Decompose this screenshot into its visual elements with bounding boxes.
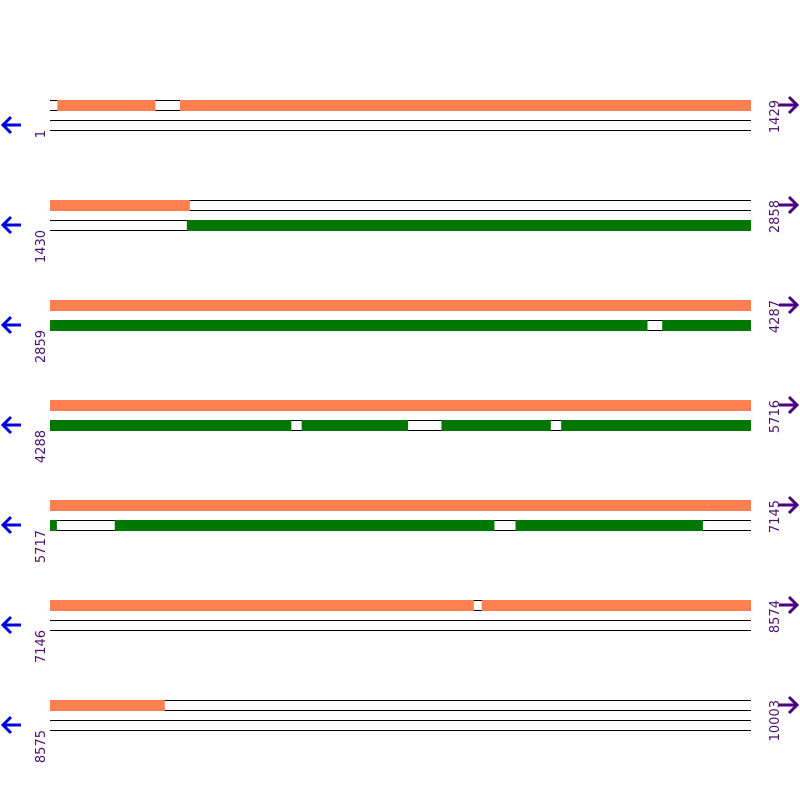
end-position-label: 2858 [768, 200, 783, 233]
arrow-left-icon[interactable] [0, 315, 21, 335]
sequence-row: 8575 10003 [0, 695, 800, 763]
sequence-row: 5717 7145 [0, 495, 800, 563]
forward-feature-bar[interactable] [50, 600, 474, 611]
arrow-right-icon[interactable] [779, 595, 800, 615]
start-position-label: 1 [34, 130, 49, 138]
start-position-label: 2859 [34, 330, 49, 363]
arrow-left-icon[interactable] [0, 615, 21, 635]
arrow-head [787, 195, 800, 215]
arrow-head [0, 115, 13, 135]
arrow-right-icon[interactable] [779, 395, 800, 415]
arrow-head [787, 595, 800, 615]
arrow-head [0, 215, 13, 235]
reverse-feature-bar[interactable] [662, 320, 751, 331]
forward-feature-bar[interactable] [707, 500, 751, 511]
forward-feature-bar[interactable] [481, 600, 751, 611]
arrow-head [787, 395, 800, 415]
arrow-left-icon[interactable] [0, 715, 21, 735]
arrow-head [787, 295, 800, 315]
start-position-label: 8575 [34, 730, 49, 763]
sequence-row: 4288 5716 [0, 395, 800, 463]
forward-feature-bar[interactable] [50, 400, 751, 411]
arrow-head [0, 715, 13, 735]
reverse-feature-bar[interactable] [301, 420, 409, 431]
end-position-label: 5716 [768, 400, 783, 433]
reverse-feature-bar[interactable] [50, 420, 292, 431]
sequence-row: 1 1429 [0, 95, 800, 138]
forward-feature-bar[interactable] [50, 300, 751, 311]
end-position-label: 4287 [768, 300, 783, 333]
arrow-head [0, 415, 13, 435]
arrow-right-icon[interactable] [779, 495, 800, 515]
arrow-left-icon[interactable] [0, 215, 21, 235]
arrow-head [0, 515, 13, 535]
sequence-row: 2859 4287 [0, 295, 800, 363]
arrow-left-icon[interactable] [0, 415, 21, 435]
arrow-head [0, 315, 13, 335]
arrow-right-icon[interactable] [779, 195, 800, 215]
start-position-label: 5717 [34, 530, 49, 563]
sequence-row: 1430 2858 [0, 195, 800, 263]
forward-feature-bar[interactable] [50, 200, 190, 211]
end-position-label: 1429 [768, 100, 783, 133]
end-position-label: 10003 [768, 700, 783, 741]
reverse-feature-bar[interactable] [186, 220, 752, 231]
start-position-label: 7146 [34, 630, 49, 663]
start-position-label: 1430 [34, 230, 49, 263]
reverse-feature-bar[interactable] [50, 320, 648, 331]
start-position-label: 4288 [34, 430, 49, 463]
sequence-row: 7146 8574 [0, 595, 800, 663]
arrow-head [0, 615, 13, 635]
reverse-feature-bar[interactable] [50, 520, 57, 531]
reverse-feature-bar[interactable] [441, 420, 551, 431]
arrow-head [787, 495, 800, 515]
end-position-label: 7145 [768, 500, 783, 533]
arrow-right-icon[interactable] [779, 695, 800, 715]
reverse-feature-bar[interactable] [561, 420, 751, 431]
forward-feature-bar[interactable] [57, 100, 156, 111]
end-position-label: 8574 [768, 600, 783, 633]
arrow-right-icon[interactable] [779, 295, 800, 315]
arrow-right-icon[interactable] [779, 95, 800, 115]
reverse-feature-bar[interactable] [114, 520, 495, 531]
forward-feature-bar[interactable] [50, 700, 165, 711]
forward-feature-bar[interactable] [50, 500, 708, 511]
forward-feature-bar[interactable] [180, 100, 751, 111]
arrow-left-icon[interactable] [0, 515, 21, 535]
reverse-feature-bar[interactable] [515, 520, 703, 531]
arrow-head [787, 695, 800, 715]
arrow-left-icon[interactable] [0, 115, 21, 135]
arrow-head [787, 95, 800, 115]
